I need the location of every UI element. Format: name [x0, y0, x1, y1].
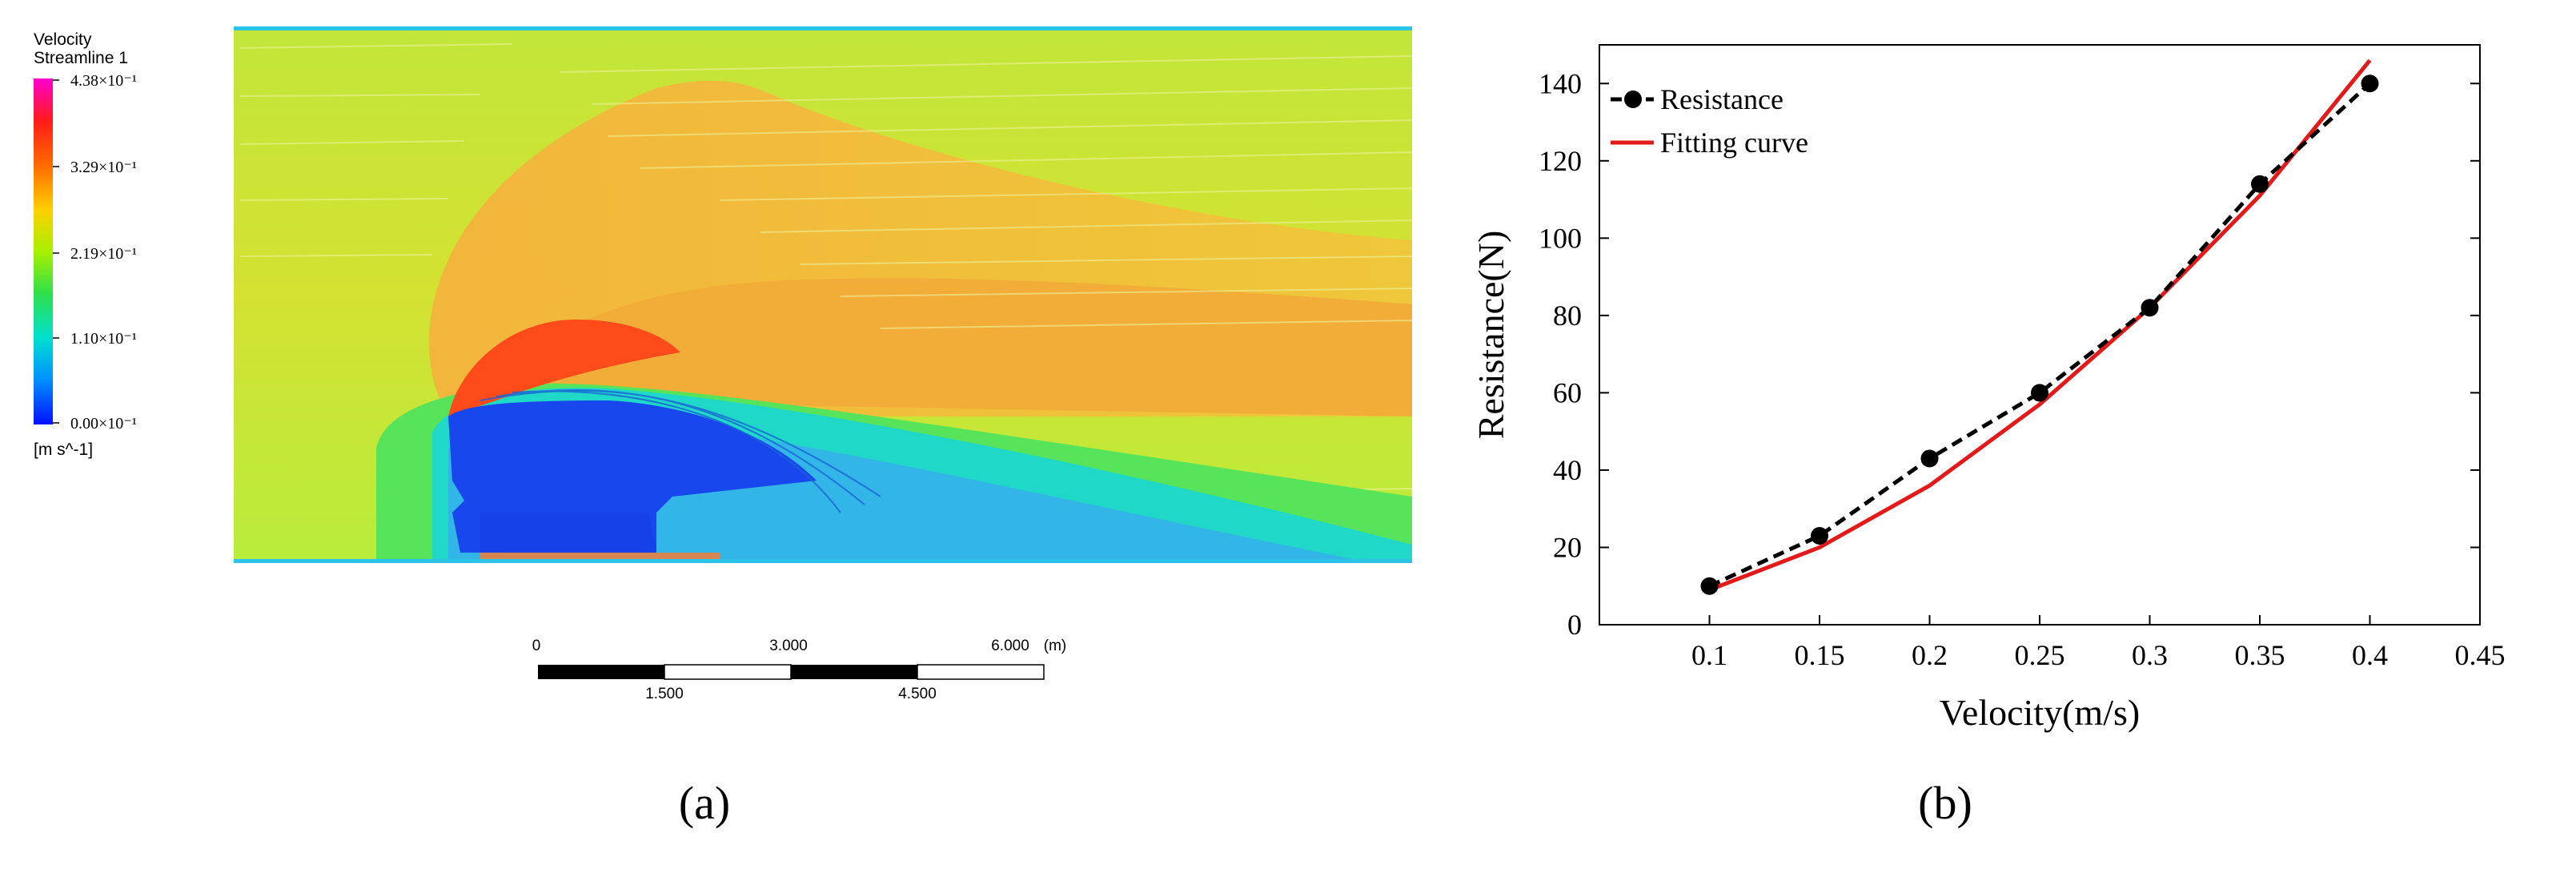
resistance-data-point — [1700, 577, 1719, 595]
x-tick-label: 0.4 — [2352, 639, 2388, 671]
y-tick-label: 100 — [1539, 222, 1582, 254]
panel-b-resistance-chart: 0.1 0.15 0.2 0.25 0.3 0.35 0.4 0.45 0 20 40 60 80 10… — [1441, 0, 2576, 866]
resistance-chart: 0.1 0.15 0.2 0.25 0.3 0.35 0.4 0.45 0 20 40 60 80 10… — [1471, 44, 2506, 829]
legend-ticks — [53, 79, 59, 424]
scale-label-4500: 4.500 — [898, 686, 937, 702]
resistance-data-point — [1811, 526, 1828, 545]
series-resistance-line — [1708, 82, 2372, 589]
scale-label-3000: 3.000 — [769, 638, 808, 654]
legend-tick-label-1: 3.29×10⁻¹ — [70, 159, 137, 176]
resistance-data-point — [2031, 384, 2048, 402]
scale-bar: 0 3.000 6.000 (m) 1.500 4.500 — [532, 638, 1067, 702]
legend-tick-label-0: 4.38×10⁻¹ — [70, 72, 137, 90]
series-layer — [1700, 58, 2379, 595]
x-axis-label: Velocity(m/s) — [1940, 692, 2140, 733]
y-axis-ticks: 0 20 40 60 80 100 120 140 — [1539, 67, 2480, 641]
domain-bottom-boundary — [234, 559, 1412, 563]
legend-title-line2: Streamline 1 — [34, 49, 128, 67]
legend-tick-label-3: 1.10×10⁻¹ — [70, 330, 137, 348]
x-tick-label: 0.35 — [2235, 639, 2285, 671]
legend-color-bar — [34, 78, 53, 424]
flow-field — [234, 29, 1412, 561]
y-tick-label: 140 — [1539, 67, 1582, 99]
resistance-data-point — [2141, 299, 2159, 317]
x-tick-label: 0.1 — [1691, 639, 1727, 671]
y-tick-label: 80 — [1553, 300, 1582, 332]
panel-a-velocity-contour: Velocity Streamline 1 4.38×10⁻¹ 3.29×10⁻… — [34, 26, 1412, 829]
y-tick-label: 60 — [1553, 376, 1582, 408]
y-tick-label: 120 — [1539, 145, 1582, 177]
x-axis-ticks: 0.1 0.15 0.2 0.25 0.3 0.35 0.4 0.45 — [1691, 615, 2506, 671]
legend-marker-resistance — [1624, 91, 1642, 108]
legend-label-resistance: Resistance — [1660, 83, 1784, 115]
y-tick-label: 0 — [1567, 609, 1582, 641]
y-tick-label: 40 — [1553, 454, 1582, 486]
caption-a: (a) — [679, 777, 730, 829]
resistance-data-point — [1920, 449, 1939, 468]
legend-tick-label-4: 0.00×10⁻¹ — [70, 415, 137, 432]
chart-legend: Resistance Fitting curve — [1611, 83, 1808, 159]
caption-b: (b) — [1918, 777, 1972, 829]
scale-unit: (m) — [1044, 638, 1066, 654]
x-tick-label: 0.2 — [1912, 639, 1948, 671]
legend-label-fitting-curve: Fitting curve — [1660, 127, 1808, 159]
contour-figure: Velocity Streamline 1 4.38×10⁻¹ 3.29×10⁻… — [34, 26, 1412, 829]
legend-title-line1: Velocity — [34, 30, 92, 49]
legend-unit: [m s^-1] — [34, 441, 93, 459]
resistance-data-point — [2361, 74, 2379, 93]
x-tick-label: 0.25 — [2015, 639, 2065, 671]
series-fitting-curve-line — [1708, 58, 2372, 592]
x-tick-label: 0.15 — [1795, 639, 1845, 671]
scale-label-6000: 6.000 — [991, 638, 1029, 654]
scale-label-0: 0 — [532, 638, 541, 654]
x-tick-label: 0.3 — [2132, 639, 2168, 671]
y-axis-label: Resistance(N) — [1471, 231, 1511, 440]
stagnation-region-red — [448, 320, 680, 416]
y-tick-label: 20 — [1553, 531, 1582, 563]
scale-label-1500: 1.500 — [645, 686, 684, 702]
x-tick-label: 0.45 — [2455, 639, 2506, 671]
resistance-data-point — [2251, 175, 2269, 193]
domain-top-boundary — [234, 26, 1412, 30]
legend-tick-label-2: 2.19×10⁻¹ — [70, 245, 137, 263]
